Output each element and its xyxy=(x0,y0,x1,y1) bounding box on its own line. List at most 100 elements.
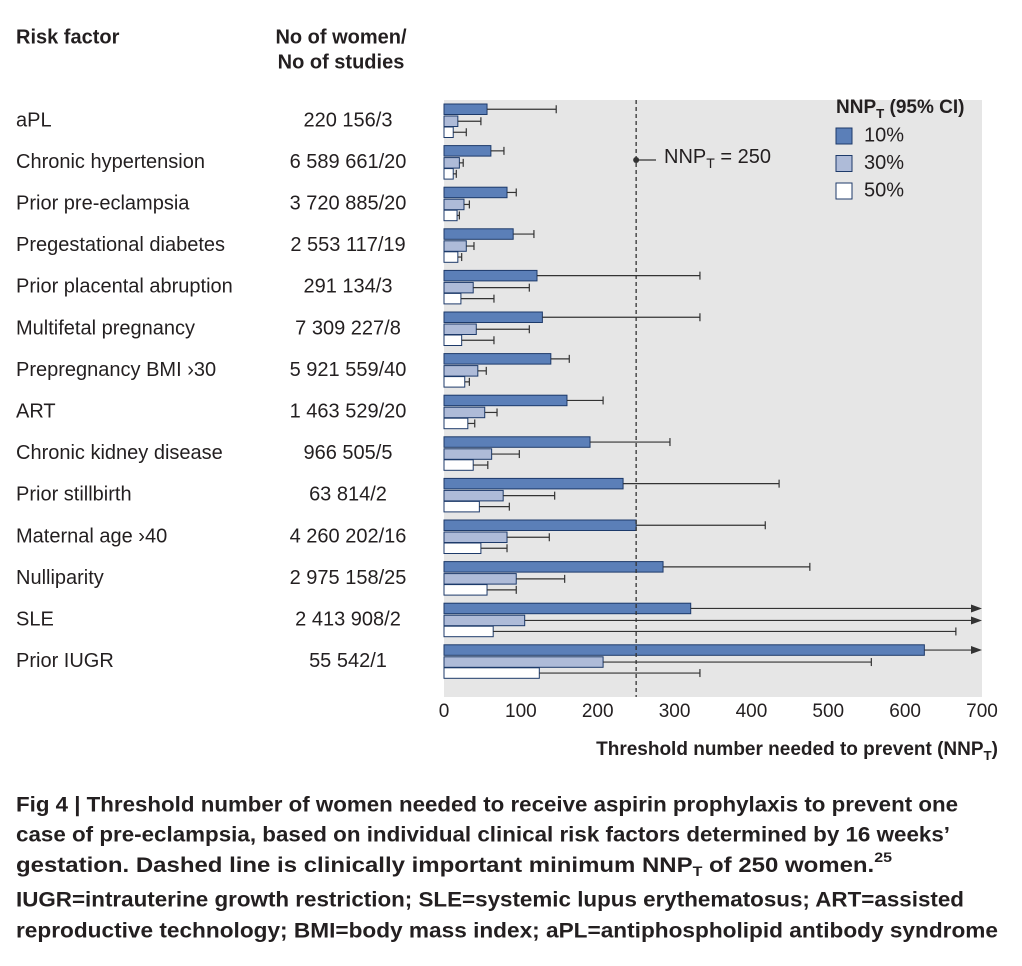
bar xyxy=(443,573,517,585)
count-label: 3 720 885/20 xyxy=(290,192,407,214)
bar xyxy=(443,500,480,513)
bar xyxy=(443,406,486,419)
bar xyxy=(443,531,508,543)
text-part: (95% CI) xyxy=(884,97,964,118)
category-label: aPL xyxy=(16,109,52,131)
legend-swatch xyxy=(835,182,853,200)
category-label: Prior pre-eclampsia xyxy=(16,192,190,214)
category-label: Prepregnancy BMI ›30 xyxy=(16,359,216,381)
bar xyxy=(443,417,469,430)
text-part: T xyxy=(706,155,715,171)
count-label: 2 553 117/19 xyxy=(290,234,405,256)
bar xyxy=(443,602,692,615)
bar xyxy=(443,186,508,199)
bar xyxy=(443,145,492,157)
category-label: SLE xyxy=(16,608,54,630)
bar xyxy=(443,519,637,531)
x-axis-title: Threshold number needed to prevent (NNPT… xyxy=(596,739,998,763)
bar xyxy=(443,667,540,679)
bar xyxy=(443,561,664,573)
bar xyxy=(443,584,488,596)
category-label: Chronic hypertension xyxy=(16,151,205,173)
bar xyxy=(443,334,463,346)
bar xyxy=(443,644,925,656)
bar xyxy=(443,251,459,263)
bar xyxy=(443,625,494,638)
text-part: NNP xyxy=(664,146,706,168)
bar xyxy=(443,614,526,627)
category-label: ART xyxy=(16,400,56,422)
column-header: Risk factor xyxy=(16,26,120,48)
bar xyxy=(443,115,459,127)
bar xyxy=(443,157,460,169)
count-label: 6 589 661/20 xyxy=(290,151,407,173)
text-part: T xyxy=(984,748,992,763)
bar xyxy=(443,459,474,471)
bar xyxy=(443,228,514,240)
category-label: Pregestational diabetes xyxy=(16,234,225,256)
count-label: 7 309 227/8 xyxy=(295,317,401,339)
bar xyxy=(443,269,538,282)
count-label: 1 463 529/20 xyxy=(290,400,407,422)
bar xyxy=(443,323,477,335)
x-tick-label: 100 xyxy=(505,701,537,722)
legend-label: 50% xyxy=(864,179,904,201)
text-part: Threshold number needed to prevent (NNP xyxy=(596,739,984,760)
count-label: 5 921 559/40 xyxy=(290,359,407,381)
category-label: Maternal age ›40 xyxy=(16,525,167,547)
x-tick-label: 0 xyxy=(439,701,450,722)
count-label: 55 542/1 xyxy=(309,650,387,672)
x-tick-label: 700 xyxy=(966,701,998,722)
bar xyxy=(443,394,568,407)
caption-line: IUGR=intrauterine growth restriction; SL… xyxy=(16,889,964,912)
legend-label: 10% xyxy=(864,124,904,146)
category-label: Prior placental abruption xyxy=(16,276,233,298)
error-arrow xyxy=(971,646,982,655)
bar xyxy=(443,542,482,554)
count-label: 291 134/3 xyxy=(304,276,393,298)
bar xyxy=(443,376,466,388)
text-part: T xyxy=(693,863,703,879)
text-part: ) xyxy=(992,739,998,760)
bar xyxy=(443,103,488,115)
category-label: Prior IUGR xyxy=(16,650,114,672)
text-part: NNP xyxy=(836,97,876,118)
count-label: 4 260 202/16 xyxy=(290,525,407,547)
category-label: Nulliparity xyxy=(16,567,104,589)
column-header: No of women/ xyxy=(275,26,407,48)
error-arrow xyxy=(971,604,982,613)
bar xyxy=(443,311,543,323)
x-tick-label: 500 xyxy=(812,701,844,722)
text-part: 25 xyxy=(874,849,892,865)
text-part: gestation. Dashed line is clinically imp… xyxy=(16,854,693,877)
bar xyxy=(443,353,552,365)
legend-swatch xyxy=(835,127,853,145)
text-part: of 250 women. xyxy=(702,854,874,877)
count-label: 63 814/2 xyxy=(309,484,387,506)
bar xyxy=(443,489,504,502)
count-label: 2 413 908/2 xyxy=(295,608,401,630)
bar xyxy=(443,168,454,180)
bar xyxy=(443,126,454,138)
text-part: = 250 xyxy=(715,146,771,168)
bar xyxy=(443,198,465,211)
bar xyxy=(443,477,624,490)
x-tick-label: 200 xyxy=(582,701,614,722)
count-label: 966 505/5 xyxy=(304,442,393,464)
error-arrow xyxy=(971,616,982,625)
count-label: 220 156/3 xyxy=(304,109,393,131)
bar xyxy=(443,240,467,252)
caption-line: case of pre-eclampsia, based on individu… xyxy=(16,824,950,847)
legend-label: 30% xyxy=(864,152,904,174)
caption-line: Fig 4 | Threshold number of women needed… xyxy=(16,794,958,817)
legend-swatch xyxy=(835,155,853,172)
bar xyxy=(443,292,462,305)
x-tick-label: 300 xyxy=(659,701,691,722)
legend-title: NNPT (95% CI) xyxy=(836,97,965,121)
category-label: Prior stillbirth xyxy=(16,484,132,506)
reference-label: NNPT = 250 xyxy=(664,146,771,170)
caption-line: gestation. Dashed line is clinically imp… xyxy=(16,849,892,879)
text-part: T xyxy=(876,106,884,121)
